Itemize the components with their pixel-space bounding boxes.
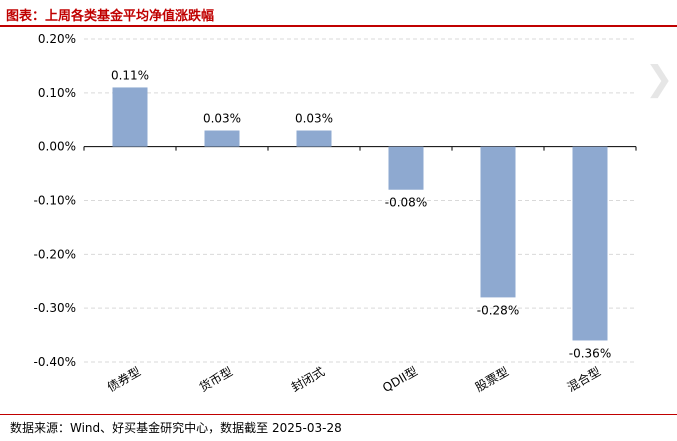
x-tick-label: 债券型 [104, 364, 143, 395]
bars [112, 87, 608, 341]
y-tick-label: 0.10% [38, 86, 76, 100]
bar [572, 146, 608, 341]
bar [112, 87, 148, 147]
bar-chart: 0.20%0.10%0.00%-0.10%-0.20%-0.30%-0.40% … [34, 32, 637, 395]
data-labels: 0.11% 0.03% 0.03% -0.08% -0.28% -0.36% [111, 68, 611, 360]
data-label: -0.28% [477, 303, 519, 317]
footer-divider [0, 414, 677, 415]
data-label: 0.11% [111, 68, 149, 82]
chart-title: 图表：上周各类基金平均净值涨跌幅 [6, 9, 215, 24]
data-label: -0.36% [569, 346, 611, 360]
gridlines [84, 38, 636, 363]
data-label: -0.08% [385, 196, 427, 210]
x-tick-label: 混合型 [564, 364, 603, 395]
bar [480, 146, 516, 298]
source-note: 数据来源：Wind、好买基金研究中心，数据截至 2025-03-28 [10, 421, 342, 435]
title-divider [0, 25, 677, 27]
y-tick-label: -0.10% [34, 194, 76, 208]
bar [204, 130, 240, 147]
data-label: 0.03% [295, 112, 333, 126]
y-tick-label: 0.20% [38, 32, 76, 46]
bar [388, 146, 424, 190]
x-tick-label: QDII型 [380, 364, 420, 395]
data-label: 0.03% [203, 112, 241, 126]
y-tick-label: -0.40% [34, 355, 76, 369]
x-tick-label: 货币型 [196, 364, 235, 395]
bar [296, 130, 332, 147]
x-tick-label: 封闭式 [289, 364, 327, 394]
y-tick-label: -0.30% [34, 301, 76, 315]
y-tick-label: 0.00% [38, 140, 76, 154]
y-tick-label: -0.20% [34, 247, 76, 261]
x-axis: 债券型 货币型 封闭式 QDII型 股票型 混合型 [83, 146, 637, 395]
x-tick-label: 股票型 [473, 364, 511, 394]
chevron-right-icon: ❯ [645, 59, 674, 99]
y-axis: 0.20% 0.10% 0.00% -0.10% -0.20% -0.30% -0.40% [34, 32, 76, 369]
